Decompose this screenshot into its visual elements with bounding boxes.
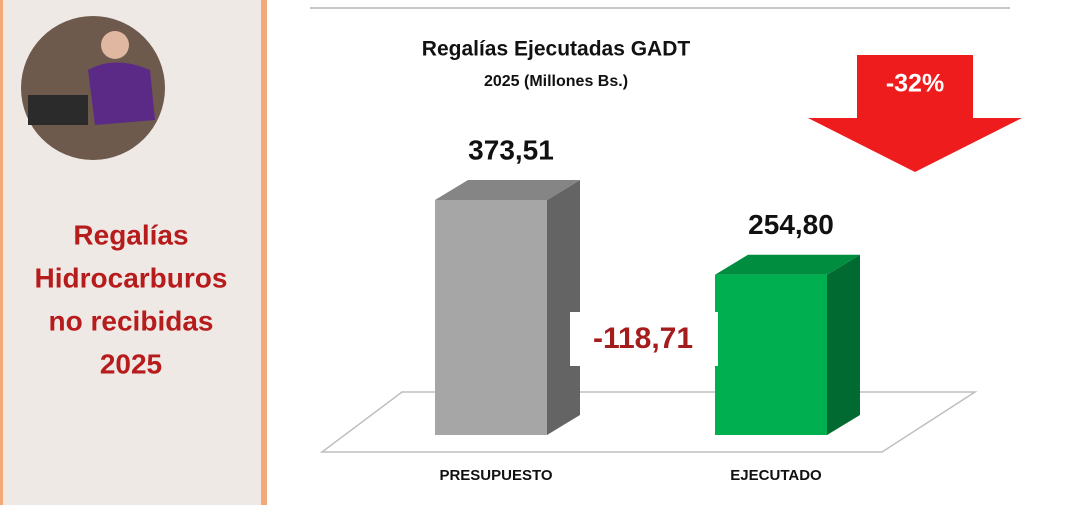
x-tick-label: PRESUPUESTO xyxy=(439,467,552,484)
chart-title: Regalías Ejecutadas GADT xyxy=(422,38,691,61)
side-text: 2025 xyxy=(100,348,162,379)
side-text: Hidrocarburos xyxy=(35,262,228,293)
percent-label: -32% xyxy=(886,70,944,98)
chart-subtitle: 2025 (Millones Bs.) xyxy=(484,73,628,90)
bar-side xyxy=(827,254,860,435)
bar xyxy=(435,180,580,435)
value-label: 373,51 xyxy=(468,134,554,165)
photo-figure xyxy=(88,62,155,125)
x-tick-label: EJECUTADO xyxy=(730,467,822,484)
annotation-box xyxy=(570,312,718,366)
photo-figure xyxy=(101,31,129,59)
down-arrow xyxy=(808,55,1022,172)
bar-side xyxy=(547,180,580,435)
side-text: Regalías xyxy=(73,219,188,250)
bar-top xyxy=(435,180,580,200)
bar-front xyxy=(715,274,827,435)
bar-front xyxy=(435,200,547,435)
floor xyxy=(319,391,978,453)
bar xyxy=(715,254,860,435)
bar-top xyxy=(715,254,860,275)
side-text: no recibidas xyxy=(49,305,214,336)
difference-label: -118,71 xyxy=(593,322,693,355)
value-label: 254,80 xyxy=(748,209,834,240)
photo-laptop xyxy=(28,95,88,125)
